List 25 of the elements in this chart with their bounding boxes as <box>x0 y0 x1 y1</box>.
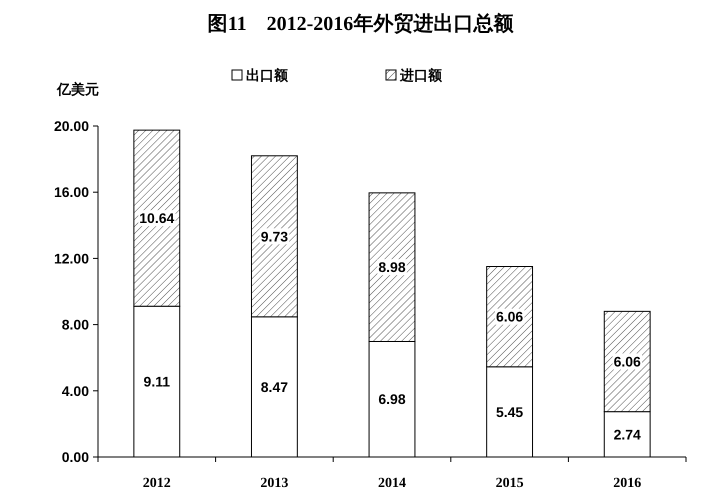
y-tick-label: 16.00 <box>54 184 90 200</box>
chart-title: 图11 2012-2016年外贸进出口总额 <box>208 12 514 35</box>
data-label: 9.11 <box>144 374 170 390</box>
legend-label: 出口额 <box>246 67 289 83</box>
data-label: 8.47 <box>260 378 288 395</box>
data-label: 6.06 <box>614 354 642 370</box>
data-label: 9.73 <box>260 228 288 244</box>
data-label: 6.98 <box>378 391 406 408</box>
y-tick-label: 20.00 <box>54 118 90 134</box>
x-tick-label: 2014 <box>378 476 406 491</box>
data-label: 2.74 <box>614 426 642 442</box>
x-tick-label: 2016 <box>613 476 642 491</box>
x-tick-label: 2013 <box>260 476 288 491</box>
y-tick-label: 4.00 <box>62 382 90 399</box>
x-tick-label: 2012 <box>142 476 171 491</box>
data-label: 10.64 <box>139 210 175 226</box>
y-tick-label: 0.00 <box>62 449 90 465</box>
data-label: 6.06 <box>496 308 524 325</box>
y-tick-label: 8.00 <box>62 316 90 333</box>
y-axis-title: 亿美元 <box>56 81 99 97</box>
legend-label: 进口额 <box>399 67 443 83</box>
y-tick-label: 12.00 <box>54 250 90 266</box>
x-tick-label: 2015 <box>496 476 524 491</box>
data-label: 5.45 <box>496 404 524 420</box>
data-label: 8.98 <box>378 259 406 276</box>
